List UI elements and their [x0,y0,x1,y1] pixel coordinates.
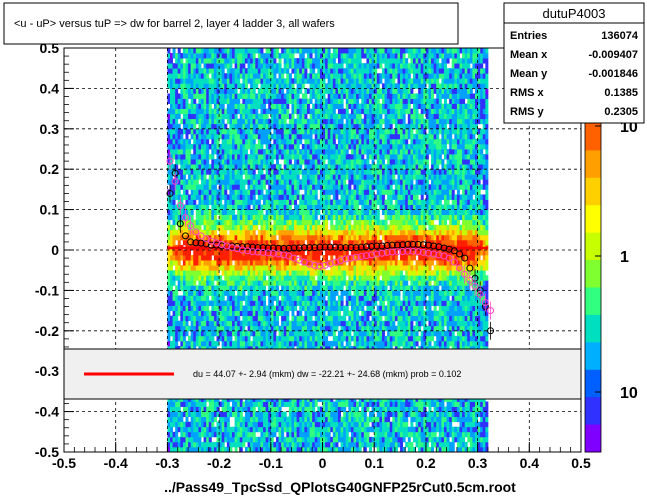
colorbar-segment [585,288,601,316]
x-tick-label: 0.2 [416,455,436,471]
colorbar-label: 1 [620,249,629,266]
y-tick-label: -0.1 [35,282,59,298]
colorbar-segment [585,150,601,178]
stats-label: RMS x [510,87,545,99]
x-tick-label: 0.1 [364,455,384,471]
colorbar-segment [585,425,601,453]
stats-value: 0.1385 [604,87,638,99]
colorbar-segment [585,260,601,288]
y-tick-label: -0.4 [35,404,59,420]
colorbar-segment [585,123,601,151]
colorbar-segment [585,205,601,233]
x-tick-label: -0.3 [155,455,179,471]
stats-value: -0.009407 [588,49,638,61]
x-tick-label: -0.1 [259,455,283,471]
colorbar-segment [585,315,601,343]
x-tick-label: 0 [319,455,327,471]
colorbar-segment [585,342,601,370]
stats-title: dutuP4003 [543,6,606,21]
stats-value: 136074 [601,30,639,42]
colorbar-segment [585,397,601,425]
x-tick-label: 0.5 [571,455,591,471]
colorbar-segment [585,370,601,398]
colorbar-segment [585,178,601,206]
y-tick-label: -0.5 [35,444,59,460]
fit-legend: du = 44.07 +- 2.94 (mkm) dw = -22.21 +- … [64,349,581,399]
stats-value: 0.2305 [604,106,638,118]
stats-box: dutuP4003 Entries 136074 Mean x -0.009407 Me… [504,3,644,123]
colorbar-label: 10 [620,385,638,402]
legend-text: du = 44.07 +- 2.94 (mkm) dw = -22.21 +- … [193,369,461,379]
stats-label: Entries [510,30,547,42]
y-tick-label: 0.1 [40,202,60,218]
x-tick-label: -0.2 [207,455,231,471]
stats-label: Mean x [510,49,548,61]
x-axis-label: ../Pass49_TpcSsd_QPlotsG40GNFP25rCut0.5c… [164,479,516,495]
stats-label: Mean y [510,68,548,80]
x-tick-label: -0.4 [104,455,128,471]
y-tick-label: 0.3 [40,121,60,137]
stats-value: -0.001846 [588,68,638,80]
title-box: <u - uP> versus tuP => dw for barrel 2, … [4,3,458,44]
y-tick-label: 0 [51,242,59,258]
chart-title: <u - uP> versus tuP => dw for barrel 2, … [14,18,335,30]
stats-label: RMS y [510,106,545,118]
x-tick-label: 0.4 [520,455,540,471]
y-tick-label: -0.3 [35,363,59,379]
y-tick-label: 0.2 [40,161,60,177]
x-tick-label: 0.3 [468,455,488,471]
y-tick-label: -0.2 [35,323,59,339]
y-tick-label: 0.4 [40,80,60,96]
